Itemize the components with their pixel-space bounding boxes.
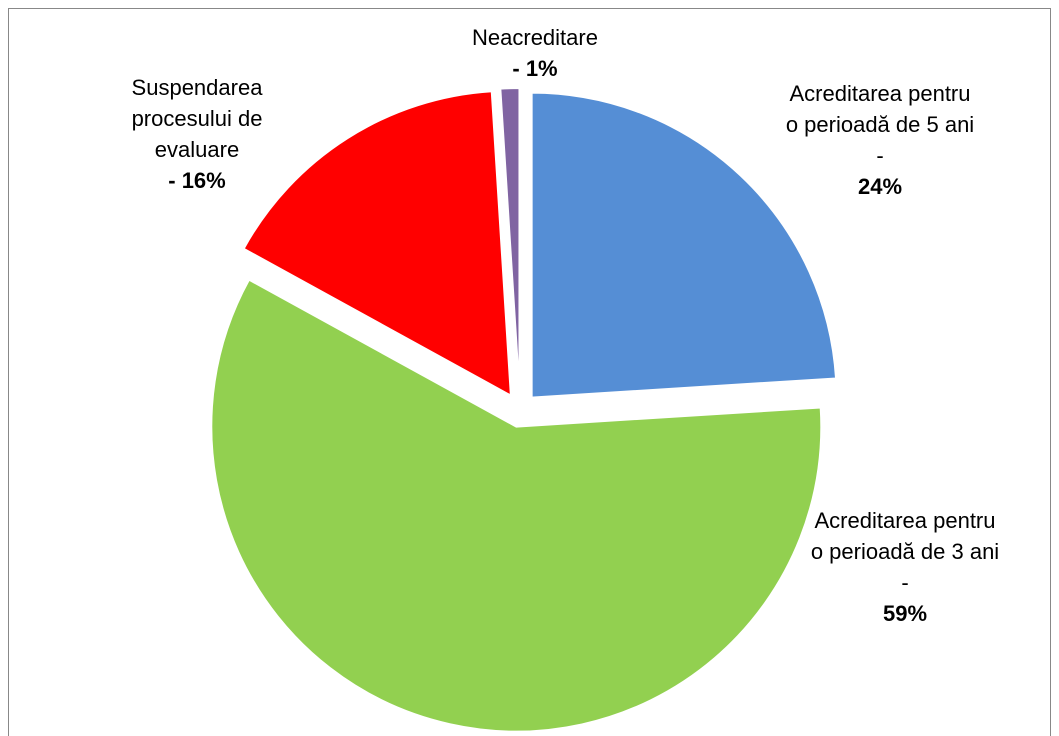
category-label: Suspendarea procesului de evaluare	[131, 75, 263, 162]
pie-slice	[499, 87, 521, 394]
chart-frame	[8, 8, 1051, 736]
slice-label: Suspendarea procesului de evaluare - 16%	[97, 72, 297, 196]
pie-slice	[530, 91, 838, 399]
value-label: - 16%	[168, 168, 226, 193]
category-label: Acreditarea pentru o perioadă de 3 ani -	[810, 508, 1000, 595]
category-label: Acreditarea pentru o perioadă de 5 ani -	[785, 81, 975, 168]
value-label: 24%	[857, 174, 903, 199]
value-label: 59%	[882, 601, 928, 626]
category-label: Neacreditare	[472, 25, 598, 50]
slice-label: Acreditarea pentru o perioadă de 3 ani -…	[810, 505, 1000, 629]
value-label: - 1%	[512, 56, 558, 81]
slice-label: Acreditarea pentru o perioadă de 5 ani -…	[785, 78, 975, 202]
pie-slice	[242, 90, 513, 398]
slice-label: Neacreditare - 1%	[435, 22, 635, 84]
pie-slice	[210, 278, 823, 733]
